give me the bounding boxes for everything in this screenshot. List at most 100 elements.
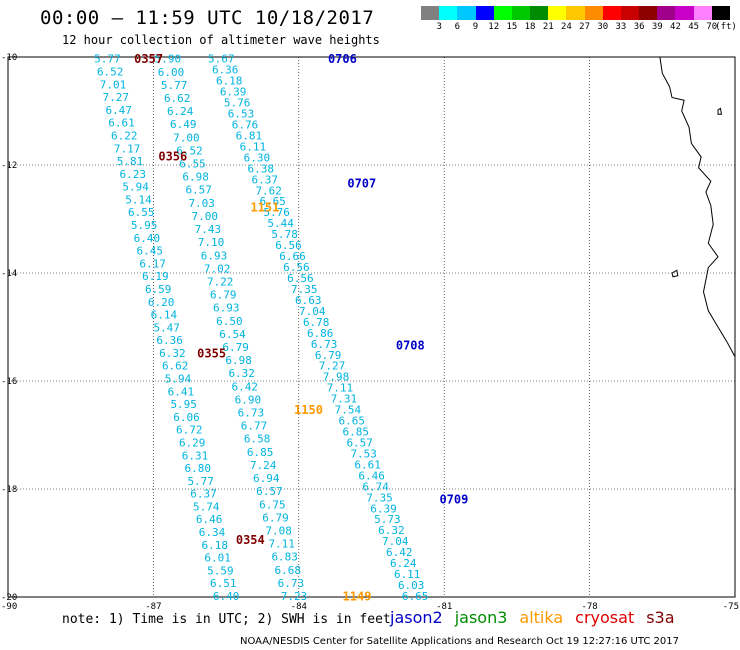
swh-value: 7.35	[366, 491, 393, 504]
swh-value: 7.17	[114, 142, 141, 155]
swh-value: 6.42	[232, 380, 259, 393]
swh-value: 5.94	[165, 373, 192, 386]
legend-label: 33	[615, 22, 627, 32]
swh-value: 6.56	[283, 261, 310, 274]
swh-value: 6.93	[201, 249, 228, 262]
swh-value: 6.90	[235, 393, 262, 406]
lon-tick-label: -81	[436, 602, 452, 612]
swh-value: 6.38	[248, 162, 275, 175]
map-frame	[7, 56, 736, 598]
swh-value: 6.46	[196, 513, 223, 526]
swh-value: 6.76	[232, 119, 259, 132]
legend-label: 27	[579, 22, 590, 32]
swh-value: 7.27	[319, 360, 346, 373]
lon-tick-label: -90	[1, 602, 17, 612]
swh-value: 6.68	[275, 564, 302, 577]
legend-label: 21	[542, 22, 554, 32]
lat-tick-label: -12	[1, 161, 17, 171]
lon-tick-label: -84	[291, 602, 307, 612]
color-legend-labels: 3 6 9 12 15 18 21 24 27 30 33 36 39 42 45 70 (ft)	[421, 22, 736, 34]
swh-value: 6.37	[190, 488, 217, 501]
swh-value: 6.61	[354, 458, 381, 471]
pass-time-label: 0355	[197, 347, 226, 361]
swh-value: 5.78	[271, 228, 298, 241]
satellite-legend-s3a: s3a	[646, 608, 675, 627]
swh-value: 6.94	[253, 472, 280, 485]
swh-value: 6.73	[311, 338, 338, 351]
swh-value: 5.94	[122, 181, 149, 194]
swh-value: 6.65	[259, 195, 286, 208]
swh-value: 7.27	[103, 91, 130, 104]
legend-label: 36	[633, 22, 645, 32]
lat-tick-label: -10	[1, 53, 17, 63]
coastline	[659, 56, 736, 357]
legend-label: 45	[688, 22, 700, 32]
footnote: note: 1) Time is in UTC; 2) SWH is in fe…	[62, 612, 391, 627]
swh-value: 6.65	[402, 590, 429, 603]
swh-value: 5.73	[374, 513, 401, 526]
legend-swatch	[548, 6, 567, 20]
swh-value: 6.45	[137, 245, 164, 258]
swh-value: 6.85	[247, 446, 274, 459]
legend-label: 70	[706, 22, 718, 32]
swh-value: 6.62	[162, 360, 189, 373]
swh-value: 5.81	[117, 155, 144, 168]
swh-value: 6.51	[210, 577, 237, 590]
swh-value: 6.37	[252, 173, 279, 186]
satellite-legend-jason3: jason3	[454, 608, 508, 627]
swh-value: 7.00	[192, 210, 219, 223]
legend-swatch	[639, 6, 658, 20]
swh-value: 7.00	[173, 131, 200, 144]
lon-tick-label: -75	[723, 602, 739, 612]
swh-value: 7.04	[382, 535, 409, 548]
legend-label: 15	[506, 22, 518, 32]
legend-swatch	[511, 6, 531, 20]
swh-value: 6.53	[228, 108, 255, 121]
swh-value: 7.04	[299, 305, 326, 318]
legend-label: 6	[454, 22, 461, 32]
swh-value: 7.11	[268, 538, 295, 551]
swh-value: 6.06	[173, 411, 200, 424]
swh-value: 6.23	[120, 168, 147, 181]
swh-value: 7.43	[195, 223, 222, 236]
swh-value: 6.75	[259, 498, 286, 511]
swh-value: 6.73	[238, 407, 265, 420]
swh-value: 5.95	[131, 219, 158, 232]
swh-value: 6.36	[212, 64, 239, 77]
swh-value: 6.01	[204, 552, 231, 565]
swh-value: 7.03	[188, 197, 215, 210]
swh-value: 5.59	[207, 564, 234, 577]
legend-swatch	[493, 6, 512, 20]
swh-value: 6.79	[315, 349, 342, 362]
swh-value: 7.54	[335, 404, 362, 417]
legend-swatch	[620, 6, 640, 20]
swh-value: 6.74	[362, 480, 389, 493]
lat-tick-label: -16	[1, 377, 17, 387]
swh-value: 5.95	[170, 398, 197, 411]
swh-value: 6.32	[378, 524, 405, 537]
legend-swatch	[657, 6, 676, 20]
swh-value: 6.40	[213, 590, 240, 603]
legend-label: 9	[472, 22, 479, 32]
legend-swatch	[457, 6, 476, 20]
swh-value: 7.22	[207, 276, 234, 289]
swh-value: 6.57	[346, 437, 373, 450]
swh-value: 6.56	[275, 239, 302, 252]
legend-swatch	[675, 6, 694, 20]
pass-time-label: 0708	[396, 338, 425, 352]
lon-tick-label: -87	[145, 602, 161, 612]
swh-value: 6.65	[339, 415, 366, 428]
satellite-legend: jason2 jason3 altika cryosat s3a	[390, 608, 687, 627]
swh-value: 6.58	[244, 433, 271, 446]
pass-time-label: 0357	[134, 52, 163, 66]
pass-time-label: 0354	[236, 533, 265, 547]
swh-value: 6.03	[398, 579, 425, 592]
swh-value: 6.93	[213, 302, 240, 315]
swh-value: 6.57	[256, 485, 283, 498]
swh-value: 6.42	[386, 546, 413, 559]
swh-value: 6.61	[108, 117, 135, 130]
swh-value: 6.52	[97, 66, 124, 79]
legend-label: 42	[670, 22, 681, 32]
legend-swatch	[584, 6, 603, 20]
swh-value: 5.76	[263, 206, 290, 219]
